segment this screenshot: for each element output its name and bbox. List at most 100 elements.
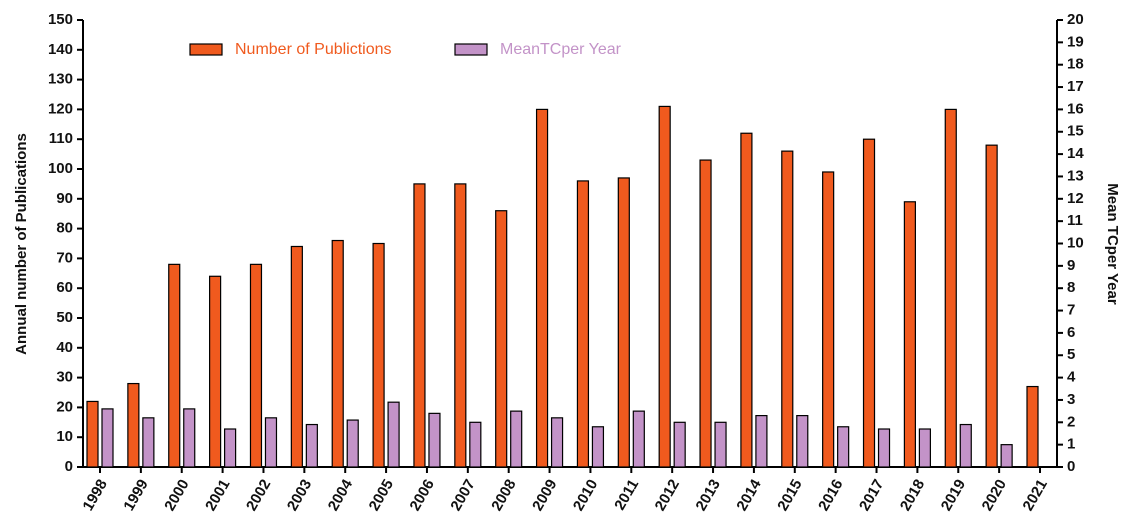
y-tick-label: 120 [48,100,73,117]
bar [591,426,605,468]
y2-tick-label: 4 [1067,369,1076,386]
bar [372,242,385,468]
x-tick-label: 2003 [284,476,315,513]
bar [183,408,196,468]
x-tick-label: 1999 [120,476,151,513]
bar [168,263,181,468]
x-tick-label: 2021 [1019,476,1050,513]
bar [127,382,140,468]
y2-tick-label: 0 [1067,458,1075,475]
x-tick-label: 2014 [733,476,765,514]
y-tick-label: 0 [65,458,73,475]
x-tick-label: 2015 [774,476,805,513]
legend-swatch [454,43,488,56]
x-tick-label: 2017 [856,476,887,513]
y-tick-label: 130 [48,71,73,88]
bar [305,423,318,468]
bar [862,138,876,468]
bar [755,414,768,468]
y2-tick-label: 15 [1067,123,1084,140]
x-tick-label: 2007 [447,476,478,513]
x-tick-label: 2001 [202,476,233,513]
y-tick-label: 90 [56,190,73,207]
bar [454,183,467,468]
bar [658,105,671,468]
y-tick-label: 30 [56,369,73,386]
y-axis-label: Annual number of Publications [13,133,30,355]
y-tick-label: 70 [56,249,73,266]
bar [985,144,998,468]
bar [837,426,850,468]
bar [413,183,426,468]
y-tick-label: 60 [56,279,73,296]
bar [903,201,916,468]
x-tick-label: 2009 [529,476,560,513]
bar [101,408,114,468]
x-tick-label: 2005 [366,476,397,513]
y-tick-label: 10 [56,428,73,445]
y2-tick-label: 9 [1067,257,1075,274]
x-tick-label: 2004 [325,476,357,514]
bar [264,417,278,468]
bar [822,171,835,468]
x-tick-label: 2000 [161,476,192,513]
bar [877,428,891,468]
bar [510,410,523,468]
bar [699,159,712,468]
bar [673,421,686,468]
bar [617,177,630,468]
y2-tick-label: 5 [1067,346,1075,363]
y2-tick-label: 7 [1067,302,1075,319]
y2-axis-label: Mean TCper Year [1104,183,1121,305]
bar [495,210,508,468]
y-tick-label: 100 [48,160,73,177]
bar [781,150,794,468]
bar [918,428,931,468]
bar [331,239,344,468]
bar [428,412,441,468]
y2-tick-label: 14 [1067,145,1084,162]
x-tick-label: 2002 [243,476,274,513]
bar [1026,385,1039,468]
bar [209,275,222,468]
x-tick-label: 2018 [897,476,928,513]
legend-label: MeanTCper Year [500,41,622,58]
x-tick-label: 1998 [79,476,110,513]
y2-tick-label: 13 [1067,167,1084,184]
bar [550,417,564,468]
legend-label: Number of Publictions [235,41,392,58]
y2-tick-label: 10 [1067,234,1084,251]
bar [290,245,303,468]
y-tick-label: 150 [48,11,73,28]
bar [469,421,482,468]
y2-tick-label: 2 [1067,413,1075,430]
bar [796,414,809,468]
bar [944,108,957,468]
x-tick-label: 2012 [652,476,683,513]
y2-tick-label: 11 [1067,212,1083,229]
y2-tick-label: 12 [1067,190,1084,207]
x-tick-label: 2010 [570,476,601,513]
y-tick-label: 50 [56,309,73,326]
y2-tick-label: 20 [1067,11,1084,28]
y2-tick-label: 17 [1067,78,1084,95]
x-tick-label: 2016 [815,476,846,513]
x-tick-label: 2006 [406,476,437,513]
bar [249,263,263,468]
bar [959,423,972,468]
y2-tick-label: 18 [1067,56,1084,73]
legend-swatch [189,43,223,56]
bar [576,180,590,468]
y2-tick-label: 8 [1067,279,1075,296]
bar [346,419,359,468]
bar [714,421,727,468]
y-tick-label: 80 [56,220,73,237]
y2-tick-label: 16 [1067,100,1084,117]
x-tick-label: 2019 [938,476,969,513]
bar [142,417,155,468]
y-tick-label: 110 [49,130,73,147]
bar [535,108,549,468]
y-tick-label: 20 [56,398,73,415]
bar [86,400,99,468]
